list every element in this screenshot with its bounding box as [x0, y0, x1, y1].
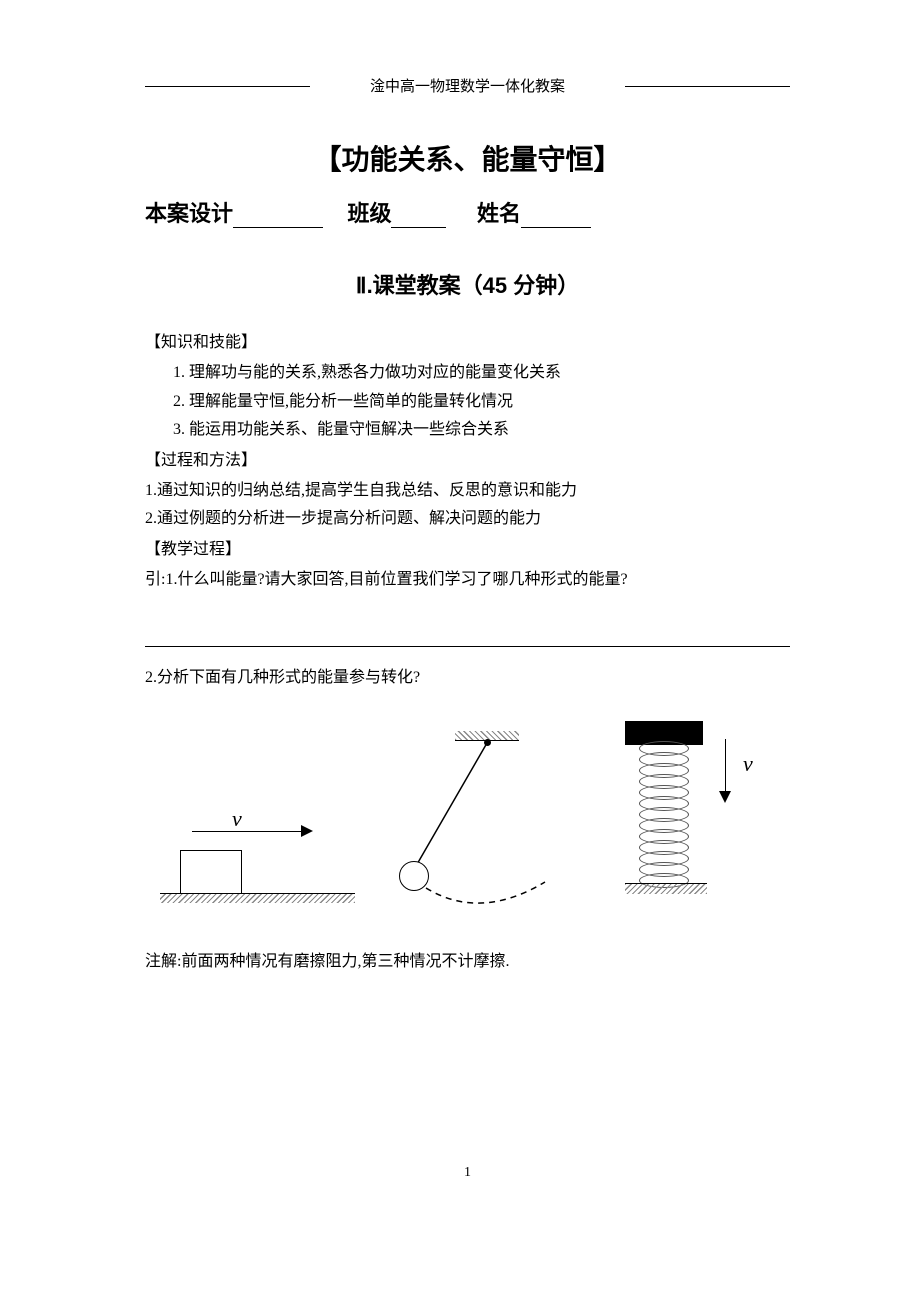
page-header: 淦中高一物理数学一体化教案 — [145, 75, 790, 96]
subtitle: Ⅱ.课堂教案（45 分钟） — [145, 268, 790, 300]
class-blank — [391, 205, 446, 228]
note-text: 注解:前面两种情况有磨擦阻力,第三种情况不计摩擦. — [145, 949, 790, 975]
question-2: 2.分析下面有几种形式的能量参与转化? — [145, 665, 790, 691]
block-shape — [180, 850, 242, 894]
ground-3 — [625, 883, 707, 894]
designer-label: 本案设计 — [145, 201, 233, 226]
velocity-label-1: v — [232, 806, 242, 832]
diagram-pendulum — [390, 731, 590, 921]
diagram-block-on-surface: v — [160, 806, 355, 921]
pendulum-svg — [390, 731, 590, 921]
document-page: 淦中高一物理数学一体化教案 【功能关系、能量守恒】 本案设计 班级 姓名 Ⅱ.课… — [0, 0, 920, 1241]
section-teaching: 【教学过程】 — [145, 537, 790, 563]
answer-blank-line — [145, 624, 790, 647]
section-process: 【过程和方法】 — [145, 448, 790, 474]
pendulum-bob — [399, 861, 429, 891]
knowledge-item-3: 3. 能运用功能关系、能量守恒解决一些综合关系 — [145, 417, 790, 443]
page-number: 1 — [145, 1165, 790, 1181]
main-title: 【功能关系、能量守恒】 — [145, 138, 790, 178]
arrow-head-1 — [301, 825, 313, 837]
class-label: 班级 — [347, 201, 391, 226]
spring-coils — [639, 745, 689, 888]
knowledge-item-1: 1. 理解功与能的关系,熟悉各力做功对应的能量变化关系 — [145, 360, 790, 386]
arrow-line-3 — [725, 739, 726, 794]
intro-question-1: 引:1.什么叫能量?请大家回答,目前位置我们学习了哪几种形式的能量? — [145, 567, 790, 593]
arrow-head-3 — [719, 791, 731, 803]
designer-blank — [233, 205, 323, 228]
diagram-spring: v — [625, 721, 775, 921]
pendulum-arc — [426, 882, 545, 903]
process-item-2: 2.通过例题的分析进一步提高分析问题、解决问题的能力 — [145, 506, 790, 532]
pendulum-string — [416, 743, 487, 866]
name-label: 姓名 — [477, 201, 521, 226]
velocity-label-3: v — [743, 751, 753, 777]
diagram-row: v — [145, 721, 790, 921]
info-line: 本案设计 班级 姓名 — [145, 196, 790, 228]
process-item-1: 1.通过知识的归纳总结,提高学生自我总结、反思的意识和能力 — [145, 478, 790, 504]
header-text: 淦中高一物理数学一体化教案 — [370, 79, 565, 95]
section-knowledge: 【知识和技能】 — [145, 330, 790, 356]
name-blank — [521, 205, 591, 228]
arrow-line-1 — [192, 831, 302, 832]
knowledge-item-2: 2. 理解能量守恒,能分析一些简单的能量转化情况 — [145, 389, 790, 415]
ground-1 — [160, 893, 355, 903]
